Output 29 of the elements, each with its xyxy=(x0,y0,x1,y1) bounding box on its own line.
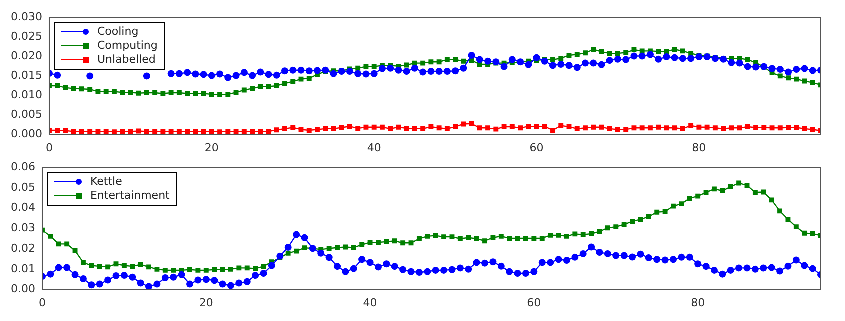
y-tick-label: 0.025 xyxy=(10,30,42,43)
x-tick-label: 60 xyxy=(530,141,544,154)
y-tick-label: 0.04 xyxy=(10,201,36,214)
y-tick-label: 0.06 xyxy=(10,160,36,174)
legend-label: Kettle xyxy=(90,174,122,189)
y-tick-label: 0.005 xyxy=(10,108,42,122)
legend-label: Entertainment xyxy=(90,188,170,203)
y-tick-label: 0.020 xyxy=(10,50,42,63)
legend-label: Computing xyxy=(97,38,158,53)
x-tick-label: 80 xyxy=(692,141,706,154)
x-tick-label: 20 xyxy=(204,141,219,154)
x-tick-label: 0 xyxy=(38,296,46,310)
y-tick-label: 0.05 xyxy=(10,180,36,194)
legend-label: Unlabelled xyxy=(97,52,156,67)
x-tick-label: 0 xyxy=(46,141,53,154)
y-tick-label: 0.00 xyxy=(10,282,36,296)
y-tick-label: 0.010 xyxy=(10,88,42,102)
y-tick-label: 0.01 xyxy=(10,262,36,276)
x-tick-label: 40 xyxy=(363,296,378,310)
legend-label: Cooling xyxy=(97,24,139,39)
x-tick-label: 40 xyxy=(367,141,382,154)
x-tick-label: 20 xyxy=(199,296,214,310)
y-tick-label: 0.03 xyxy=(10,222,36,235)
x-tick-label: 80 xyxy=(691,296,706,310)
y-tick-label: 0.000 xyxy=(10,128,42,141)
y-tick-label: 0.030 xyxy=(10,10,42,24)
y-tick-label: 0.02 xyxy=(10,242,36,255)
x-tick-label: 60 xyxy=(527,296,542,310)
y-tick-label: 0.015 xyxy=(10,69,42,82)
